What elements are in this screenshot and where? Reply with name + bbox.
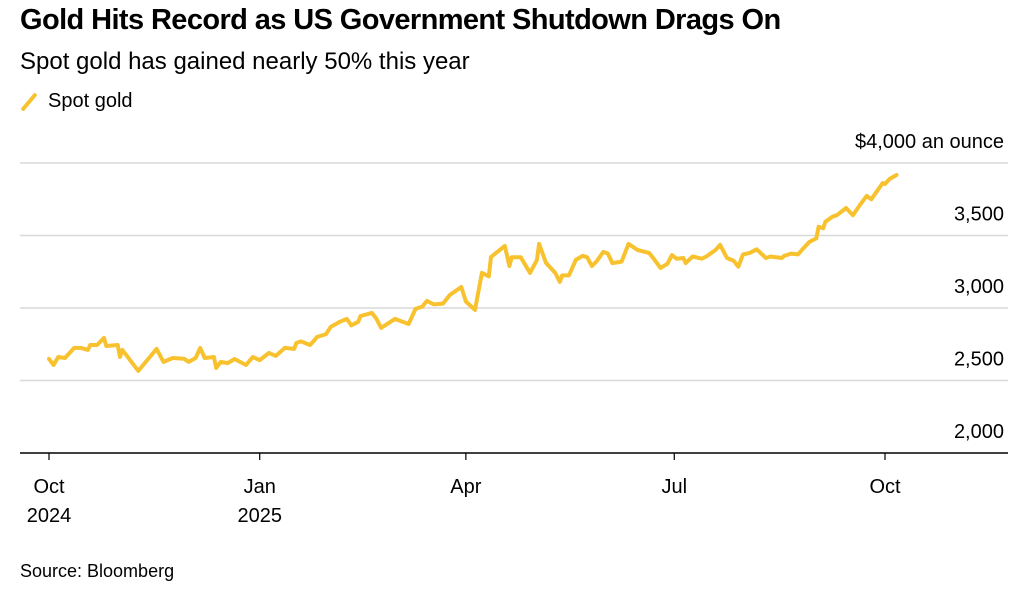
legend: Spot gold (20, 90, 133, 113)
legend-label: Spot gold (48, 90, 133, 112)
series-line-spot-gold (47, 173, 899, 373)
x-tick-label: Jan (244, 476, 276, 498)
chart-title: Gold Hits Record as US Government Shutdo… (20, 4, 781, 36)
y-tick-label: 3,000 (954, 276, 1004, 298)
x-tick-label: Oct (33, 476, 65, 498)
x-tick-label: Jul (661, 476, 687, 498)
x-tick-label: Oct (869, 476, 901, 498)
chart-subtitle: Spot gold has gained nearly 50% this yea… (20, 48, 470, 75)
x-tick-year-label: 2024 (27, 505, 72, 527)
source-note: Source: Bloomberg (20, 561, 175, 581)
y-tick-label: 2,000 (954, 421, 1004, 443)
y-tick-label: 3,500 (954, 204, 1004, 226)
x-tick-label: Apr (450, 476, 481, 498)
y-tick-label: 2,500 (954, 349, 1004, 371)
y-tick-label: $4,000 an ounce (855, 131, 1004, 153)
x-tick-year-label: 2025 (237, 505, 282, 527)
